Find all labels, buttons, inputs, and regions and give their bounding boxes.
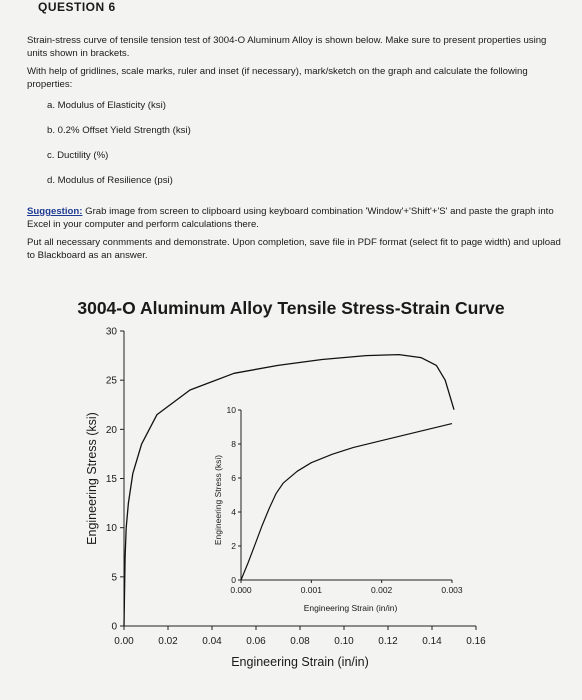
instructions-text: With help of gridlines, scale marks, rul…	[27, 66, 528, 90]
list-item: a. Modulus of Elasticity (ksi)	[47, 100, 166, 111]
x-tick-label: 0.08	[290, 636, 310, 647]
inset-x-tick-label: 0.000	[230, 585, 252, 595]
inset-y-tick-label: 10	[227, 405, 237, 415]
list-item: d. Modulus of Resilience (psi)	[47, 175, 173, 186]
inset-x-axis-label: Engineering Strain (in/in)	[304, 603, 398, 613]
inset-background	[241, 410, 452, 580]
inset-y-tick-label: 4	[231, 507, 236, 517]
main-series-line	[123, 353, 455, 627]
y-tick-label: 20	[106, 425, 118, 436]
x-tick-label: 0.06	[246, 636, 266, 647]
x-tick-label: 0.02	[158, 636, 178, 647]
suggestion-label: Suggestion:	[27, 206, 83, 217]
inset-y-tick-label: 6	[231, 473, 236, 483]
y-tick-label: 5	[111, 572, 117, 583]
y-tick-label: 0	[111, 622, 117, 633]
x-axis-label: Engineering Strain (in/in)	[231, 655, 369, 669]
intro-text: Strain-stress curve of tensile tension t…	[27, 35, 547, 59]
suggestion-text: Suggestion: Grab image from screen to cl…	[27, 206, 562, 231]
inset-x-tick-label: 0.001	[301, 585, 323, 595]
x-tick-label: 0.14	[422, 636, 442, 647]
y-tick-label: 25	[106, 376, 118, 387]
suggestion-body: Grab image from screen to clipboard usin…	[27, 206, 554, 230]
x-tick-label: 0.00	[114, 636, 134, 647]
inset-y-axis-label: Engineering Stress (ksi)	[213, 455, 223, 545]
inset-series-line	[240, 423, 453, 581]
x-tick-label: 0.16	[466, 636, 486, 647]
y-tick-label: 30	[106, 327, 118, 338]
inset-x-tick-label: 0.003	[441, 585, 463, 595]
x-tick-label: 0.10	[334, 636, 354, 647]
properties-list: a. Modulus of Elasticity (ksi) b. 0.2% O…	[47, 100, 191, 200]
inset-y-tick-label: 2	[231, 541, 236, 551]
chart-title: 3004-O Aluminum Alloy Tensile Stress-Str…	[77, 298, 505, 318]
inset-axes: 0.000 0.001 0.002 0.003 0 2 4 6 8 10	[227, 405, 463, 595]
y-tick-label: 15	[106, 474, 118, 485]
closing-text: Put all necessary conmments and demonstr…	[27, 237, 561, 261]
y-tick-label: 10	[106, 523, 118, 534]
inset-y-tick-label: 8	[231, 439, 236, 449]
x-tick-label: 0.12	[378, 636, 398, 647]
list-item: b. 0.2% Offset Yield Strength (ksi)	[47, 125, 191, 136]
y-axis-label: Engineering Stress (ksi)	[85, 412, 99, 545]
main-axes: 0.00 0.02 0.04 0.06 0.08 0.10 0.12 0.14 0.16 0 5 10…	[106, 327, 486, 648]
list-item: c. Ductility (%)	[47, 150, 109, 161]
x-tick-label: 0.04	[202, 636, 222, 647]
question-title: QUESTION 6	[38, 0, 116, 14]
inset-y-tick-label: 0	[231, 575, 236, 585]
inset-x-tick-label: 0.002	[371, 585, 393, 595]
